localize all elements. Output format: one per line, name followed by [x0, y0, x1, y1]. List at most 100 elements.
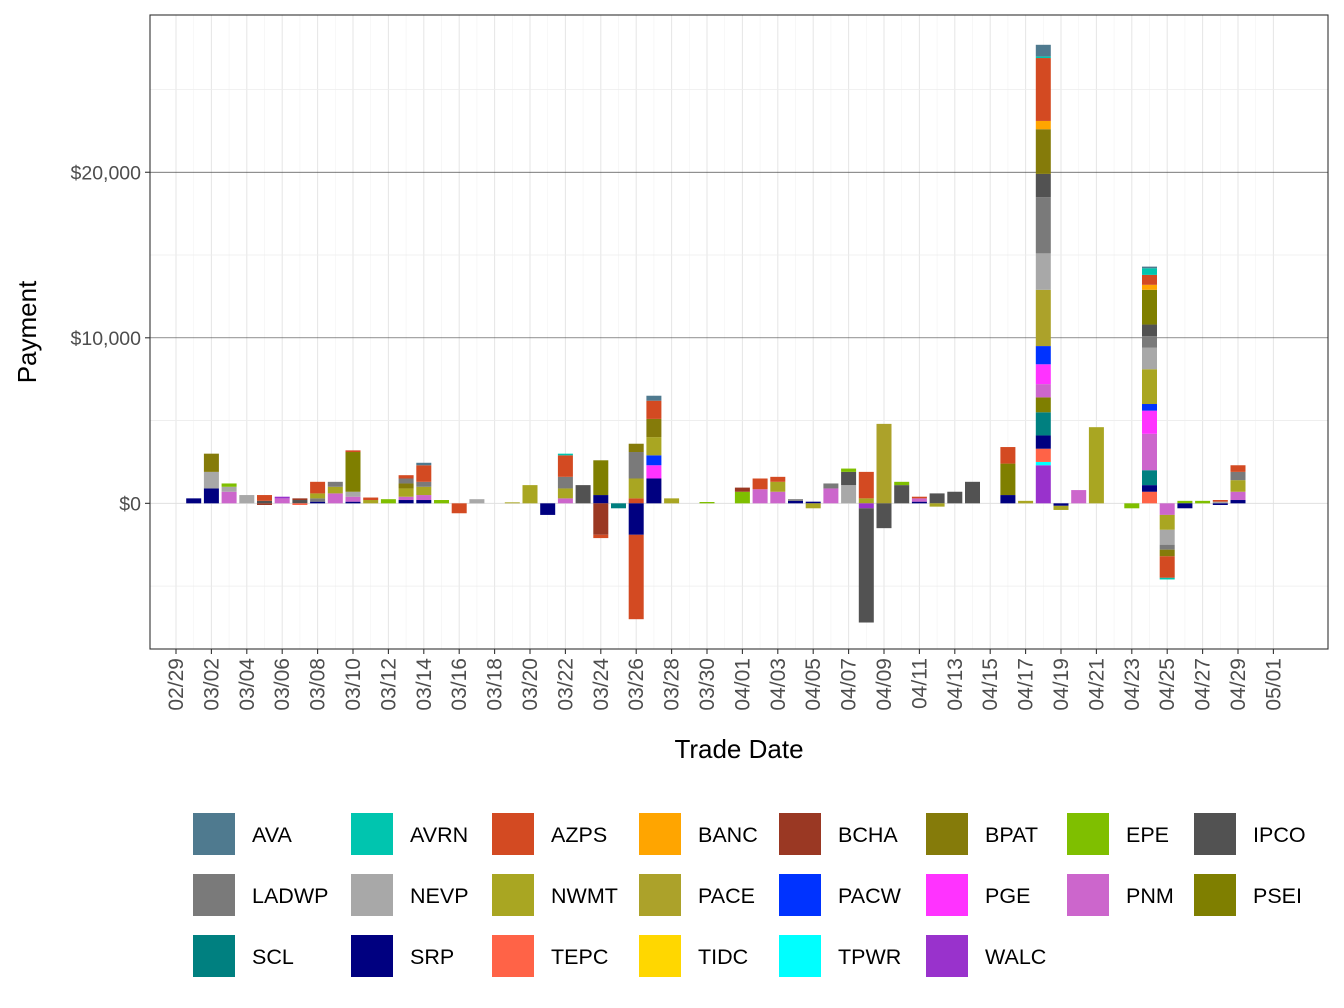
bar-segment-tepc [1142, 491, 1157, 504]
bar-segment-srp [345, 501, 361, 504]
bar-segment-pacw [646, 455, 662, 466]
legend-key-psei [1194, 874, 1236, 916]
bar-segment-epe [734, 491, 750, 504]
bar-segment-pnm [1035, 384, 1051, 398]
bar-segment-azps [257, 495, 272, 501]
bar-segment-tepc [292, 503, 308, 505]
legend-label-ipco: IPCO [1253, 823, 1306, 847]
legend-key-ipco [1194, 813, 1236, 855]
bar-segment-srp [1177, 503, 1193, 509]
legend-key-scl [193, 935, 235, 977]
legend-key-banc [639, 813, 681, 855]
bar-segment-nwmt [522, 485, 538, 504]
bar-segment-srp [1035, 435, 1051, 449]
bar-segment-srp [593, 495, 609, 504]
bar-segment-epe [380, 499, 396, 504]
bar-segment-pnm [327, 493, 343, 504]
x-tick-label: 03/20 [519, 658, 542, 711]
bar-segment-srp [1053, 503, 1069, 506]
y-tick-label: $10,000 [71, 328, 142, 350]
x-tick-label: 04/15 [979, 658, 1002, 711]
bar-segment-epe [699, 502, 715, 504]
legend-label-nwmt: NWMT [551, 884, 618, 908]
bar-segment-ladwp [398, 478, 414, 484]
legend-label-walc: WALC [985, 945, 1046, 969]
x-tick-label: 04/21 [1085, 658, 1108, 711]
x-tick-label: 04/13 [944, 658, 967, 711]
bar-segment-ladwp [788, 499, 803, 501]
bar-segment-azps [398, 475, 414, 479]
bar-segment-ladwp [416, 481, 432, 487]
legend-label-azps: AZPS [551, 823, 607, 847]
bar-segment-azps [858, 471, 874, 499]
bar-segment-azps [911, 496, 927, 499]
bar-segment-ladwp [823, 483, 839, 489]
bar-segment-ava [1142, 266, 1157, 269]
x-tick-label: 03/16 [448, 658, 471, 711]
bar-segment-nevp [469, 499, 485, 504]
bar-segment-pnm [752, 489, 768, 504]
x-tick-label: 03/28 [661, 658, 684, 711]
bar-segment-nevp [1142, 347, 1157, 370]
bar-segment-nwmt [646, 437, 662, 456]
bar-segment-pnm [770, 491, 786, 504]
legend-key-tepc [492, 935, 534, 977]
bar-segment-nwmt [664, 498, 680, 504]
legend-label-pnm: PNM [1126, 884, 1174, 908]
legend-label-bcha: BCHA [838, 823, 898, 847]
bar-segment-ipco [292, 500, 308, 504]
bar-segment-epe [1177, 500, 1193, 504]
y-tick-label: $0 [119, 493, 141, 515]
bar-segment-ipco [257, 500, 272, 504]
bar-segment-azps [451, 503, 467, 514]
legend-key-pacw [779, 874, 821, 916]
legend-label-ava: AVA [252, 823, 292, 847]
legend-key-srp [351, 935, 393, 977]
bar-segment-psei [593, 460, 609, 496]
bar-segment-srp [805, 501, 821, 504]
bar-segment-scl [611, 503, 626, 509]
bar-segment-nwmt [1018, 500, 1034, 504]
bar-segment-srp [1230, 500, 1246, 504]
bar-segment-srp [416, 500, 432, 504]
bar-segment-azps [593, 534, 609, 539]
bar-segment-pnm [398, 496, 414, 501]
bar-segment-ava [1035, 44, 1051, 57]
bar-segment-ipco [965, 481, 980, 504]
bar-segment-scl [1142, 470, 1157, 486]
x-tick-label: 03/30 [696, 658, 719, 711]
bar-segment-bpat [1159, 549, 1175, 557]
bar-segment-srp [646, 478, 662, 504]
bar-segment-nwmt [1088, 427, 1104, 504]
bar-segment-ipco [876, 503, 892, 529]
bar-segment-nevp [1159, 529, 1175, 545]
x-tick-label: 04/01 [731, 658, 754, 711]
legend-label-psei: PSEI [1253, 884, 1302, 908]
legend-key-bcha [779, 813, 821, 855]
bar-segment-nwmt [1159, 514, 1175, 530]
bar-segment-pnm [221, 491, 237, 504]
bars [186, 44, 1246, 623]
bar-segment-nwmt [770, 481, 786, 492]
bar-segment-pnm [1142, 433, 1157, 471]
legend-label-pacw: PACW [838, 884, 902, 908]
x-axis-title: Trade Date [674, 734, 803, 764]
legend-key-bpat [926, 813, 968, 855]
legend-label-epe: EPE [1126, 823, 1169, 847]
bar-segment-srp [540, 503, 556, 515]
bar-segment-pge [646, 465, 662, 479]
bar-segment-avrn [557, 453, 573, 456]
legend-label-bpat: BPAT [985, 823, 1038, 847]
bar-segment-pace [876, 423, 892, 504]
legend-key-ladwp [193, 874, 235, 916]
bar-segment-nwmt [929, 503, 945, 507]
bar-segment-nevp [841, 485, 857, 504]
bar-segment-azps [628, 498, 644, 504]
bar-segment-pnm [1230, 491, 1246, 501]
bar-segment-bcha [734, 487, 750, 492]
bar-segment-azps [1230, 465, 1246, 472]
bar-segment-scl [1035, 412, 1051, 436]
bar-segment-epe [221, 483, 237, 487]
legend-key-epe [1067, 813, 1109, 855]
